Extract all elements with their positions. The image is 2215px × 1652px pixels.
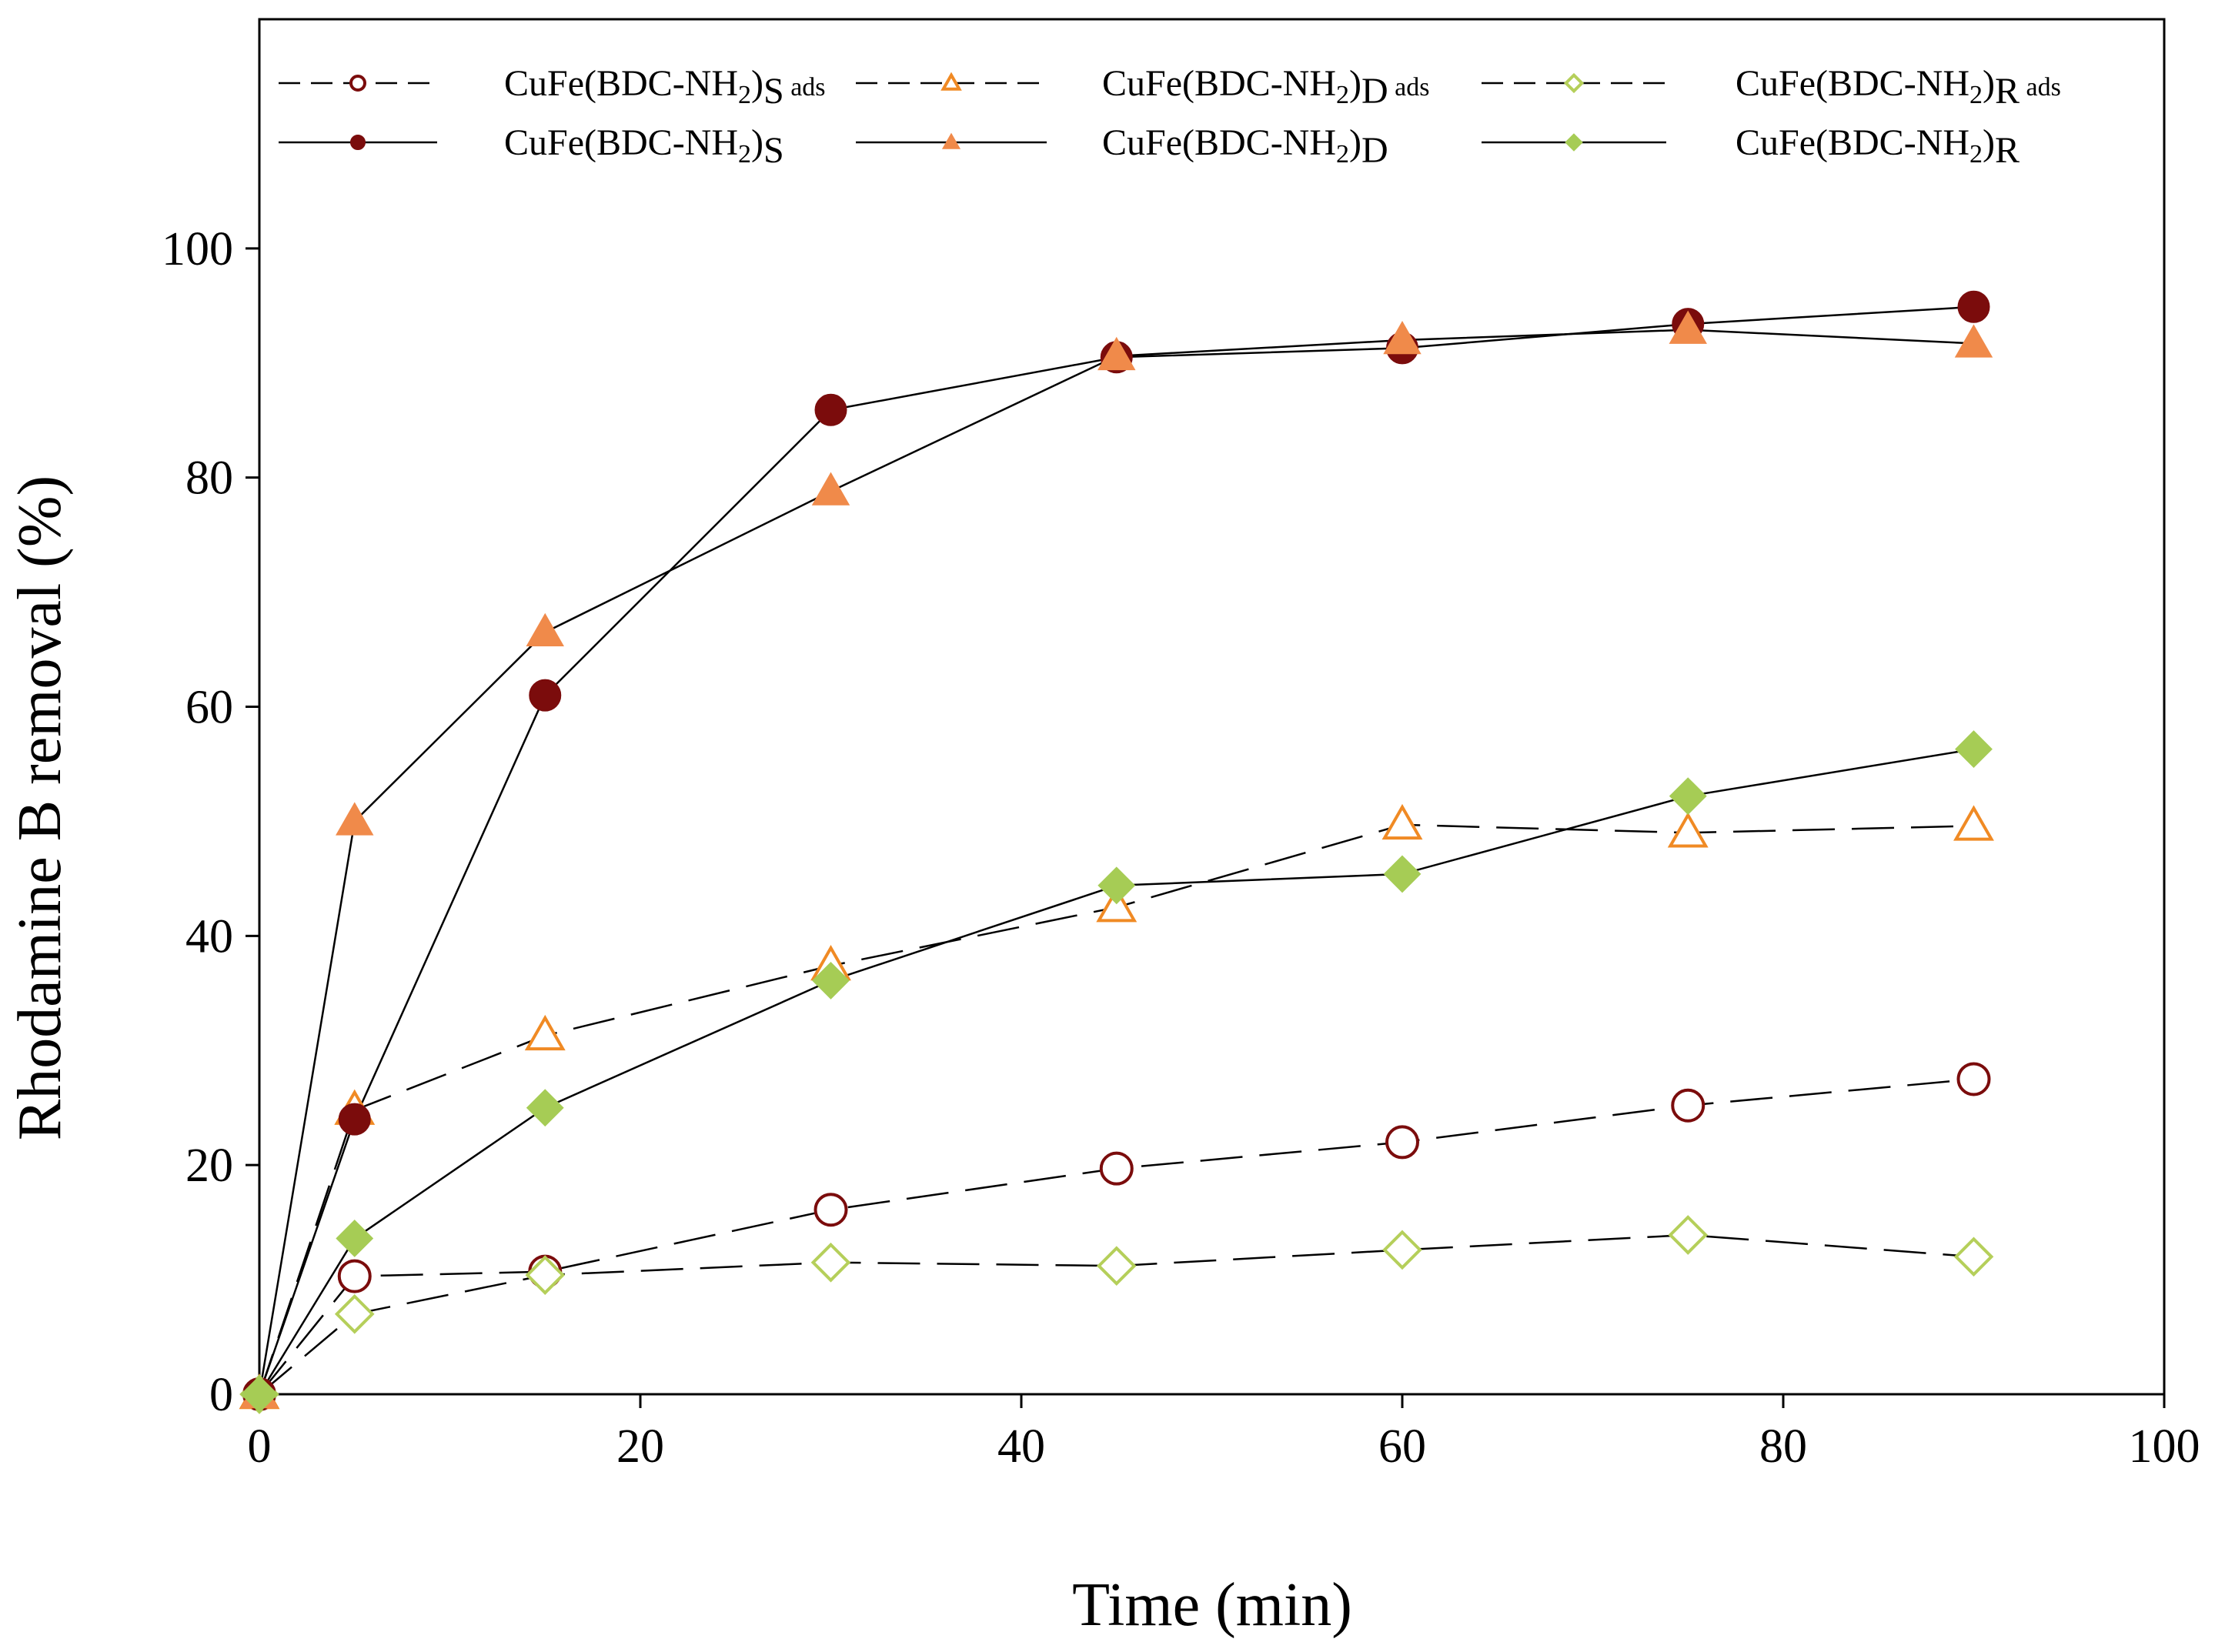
series-2-point (1953, 805, 1994, 841)
series-3-point (810, 1242, 851, 1283)
series-6-point (1669, 777, 1707, 816)
series-3-point (1382, 1230, 1422, 1270)
legend-marker (941, 132, 961, 149)
y-tick-label: 60 (185, 682, 233, 734)
series-5-line (258, 329, 1974, 1395)
series-5-point (1954, 324, 1993, 358)
x-tick-label: 0 (248, 1420, 272, 1473)
series-2-point (1096, 886, 1138, 923)
series-3-point (334, 1293, 375, 1334)
legend: CuFe(BDC-NH2)S ads CuFe(BDC-NH2)D ads CuFe… (279, 63, 2061, 171)
series-2-point (1381, 803, 1423, 840)
legend-entry: CuFe(BDC-NH2)S (279, 122, 784, 171)
legend-label: CuFe(BDC-NH2)R (1736, 122, 2020, 171)
series-6-point (1383, 855, 1422, 893)
series-layer (239, 290, 1994, 1414)
legend-label: CuFe(BDC-NH2)S (504, 122, 784, 171)
series-1-point (1956, 1062, 1991, 1096)
series-6-point (336, 1220, 374, 1257)
series-5-point (1383, 320, 1422, 355)
x-tick-label: 100 (2129, 1420, 2200, 1473)
series-4-line (258, 305, 1974, 1395)
axes: 0 20 40 60 80 100 0 20 40 60 80 100 (162, 18, 2200, 1473)
legend-label: CuFe(BDC-NH2)D ads (1102, 63, 1430, 112)
series-6-point (526, 1089, 564, 1127)
legend-marker (1565, 133, 1583, 152)
y-tick-label: 20 (185, 1140, 233, 1192)
series-4-point (338, 1103, 371, 1136)
x-tick-label: 20 (616, 1420, 664, 1473)
x-axis-title: Time (min) (1072, 1571, 1352, 1639)
series-6-point (1955, 730, 1993, 769)
series-6-point (240, 1375, 279, 1413)
series-lines (258, 305, 1974, 1395)
series-5-point (1097, 336, 1136, 371)
y-axis-title: Rhodamine B removal (%) (6, 476, 74, 1140)
y-tick-label: 40 (185, 910, 233, 963)
legend-entry: CuFe(BDC-NH2)D ads (856, 63, 1430, 112)
series-1-point (1099, 1151, 1134, 1186)
legend-entry: CuFe(BDC-NH2)D (856, 122, 1388, 171)
series-3-point (1096, 1246, 1137, 1287)
y-tick-label: 100 (162, 223, 233, 275)
series-5-point (1669, 310, 1707, 344)
series-6-line (258, 748, 1974, 1395)
series-5-point (336, 802, 374, 836)
series-3-point (525, 1255, 566, 1295)
series-2-point (1667, 812, 1709, 848)
y-tick-label: 80 (185, 452, 233, 505)
legend-label: CuFe(BDC-NH2)D (1102, 122, 1388, 171)
series-4-point (529, 679, 562, 712)
legend-marker (1563, 72, 1585, 94)
legend-label: CuFe(BDC-NH2)R ads (1736, 63, 2061, 112)
y-tick-label: 0 (209, 1369, 233, 1421)
legend-marker (350, 135, 366, 150)
series-1-point (1385, 1125, 1419, 1160)
series-5-point (526, 612, 564, 646)
series-6-point (812, 961, 850, 1000)
series-1-point (337, 1259, 372, 1293)
series-2-line (258, 823, 1974, 1395)
series-markers (239, 290, 1994, 1414)
legend-entry: CuFe(BDC-NH2)S ads (279, 63, 826, 112)
x-tick-label: 40 (997, 1420, 1045, 1473)
series-3-point (1953, 1236, 1994, 1277)
series-1-point (814, 1193, 848, 1227)
x-tick-label: 80 (1759, 1420, 1807, 1473)
series-3-line (259, 1233, 1974, 1395)
legend-marker (940, 72, 962, 91)
legend-entry: CuFe(BDC-NH2)R (1482, 122, 2020, 171)
series-3-point (1668, 1215, 1709, 1255)
legend-marker (349, 75, 366, 92)
series-6-point (1097, 866, 1136, 905)
series-2-point (524, 1014, 566, 1051)
legend-label: CuFe(BDC-NH2)S ads (504, 63, 826, 112)
series-4-point (814, 393, 847, 426)
series-5-point (811, 472, 850, 506)
series-1-point (1671, 1088, 1706, 1123)
legend-entry: CuFe(BDC-NH2)R ads (1482, 63, 2061, 112)
series-4-point (1957, 290, 1990, 323)
series-1-line (259, 1078, 1974, 1395)
x-tick-label: 60 (1378, 1420, 1426, 1473)
